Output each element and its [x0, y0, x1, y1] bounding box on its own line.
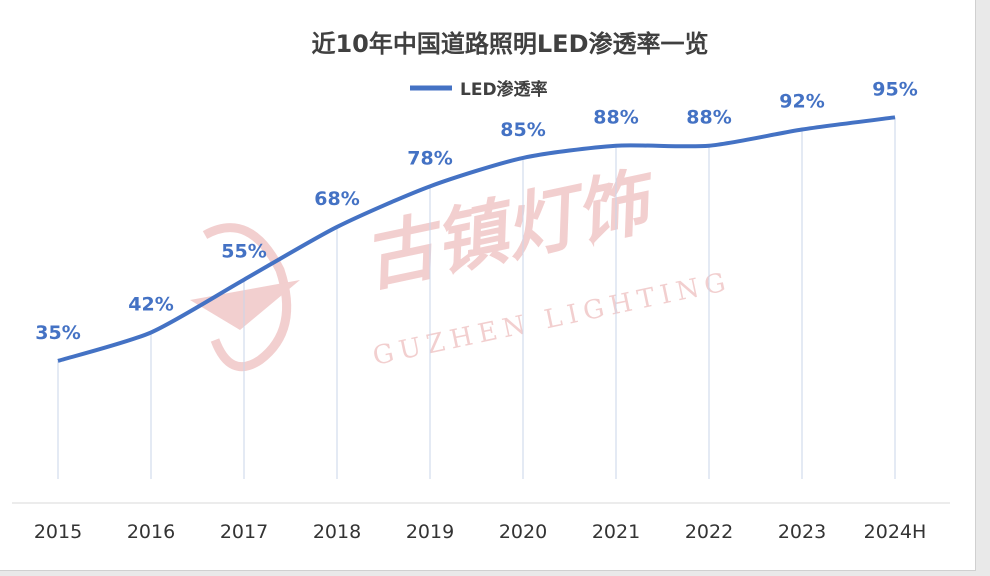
watermark-star [190, 280, 300, 330]
legend-label: LED渗透率 [460, 79, 548, 100]
data-label-2020: 85% [500, 119, 545, 141]
x-tick-label-2017: 2017 [220, 521, 268, 543]
x-tick-label-2024H: 2024H [864, 521, 927, 543]
x-tick-label-2015: 2015 [34, 521, 82, 543]
data-label-2024H: 95% [872, 78, 917, 100]
data-label-2019: 78% [407, 147, 452, 169]
data-label-2015: 35% [35, 322, 80, 344]
data-label-2023: 92% [779, 90, 824, 112]
x-tick-label-2021: 2021 [592, 521, 640, 543]
data-label-2017: 55% [221, 241, 266, 263]
x-tick-label-2018: 2018 [313, 521, 361, 543]
series-line-led-penetration [57, 115, 896, 363]
data-label-2016: 42% [128, 293, 173, 315]
x-tick-label-2020: 2020 [499, 521, 547, 543]
x-axis-ticks: 2015 2016 2017 2018 2019 2020 2021 2022 2023 2024… [34, 521, 927, 543]
data-label-2022: 88% [686, 107, 731, 129]
watermark-cn: 古镇灯饰 [356, 156, 666, 301]
chart-title: 近10年中国道路照明LED渗透率一览 [311, 30, 708, 58]
line-chart: 古镇灯饰 GUZHEN LIGHTING 近10年中国道路照明LED渗透率一览 … [12, 30, 950, 543]
drop-lines [57, 117, 896, 479]
x-tick-label-2016: 2016 [127, 521, 175, 543]
legend: LED渗透率 [410, 79, 548, 100]
x-tick-label-2019: 2019 [406, 521, 454, 543]
chart-card: 古镇灯饰 GUZHEN LIGHTING 近10年中国道路照明LED渗透率一览 … [0, 0, 976, 571]
data-label-2018: 68% [314, 188, 359, 210]
x-tick-label-2022: 2022 [685, 521, 733, 543]
data-label-2021: 88% [593, 107, 638, 129]
data-labels: 35% 42% 55% 68% 78% 85% 88% 88% 92% 95% [35, 78, 917, 344]
watermark-swoosh [202, 223, 292, 372]
x-tick-label-2023: 2023 [778, 521, 826, 543]
